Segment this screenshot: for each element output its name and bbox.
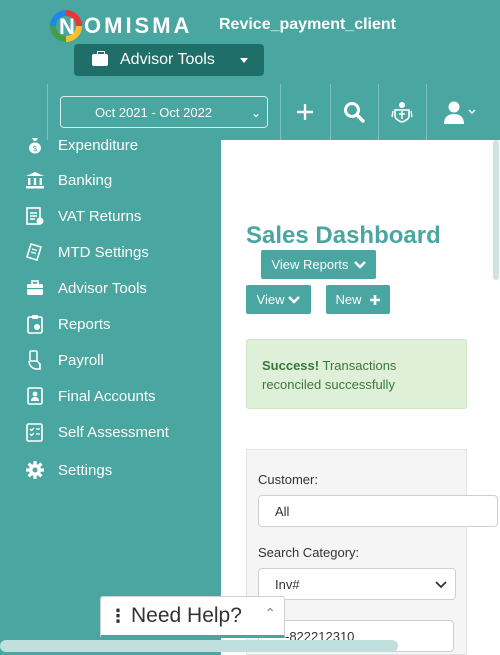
- toolbar-divider: [47, 84, 48, 140]
- sidebar-item-label: Settings: [58, 461, 113, 479]
- sidebar-item-vat-returns[interactable]: VAT Returns: [24, 204, 141, 228]
- plus-icon[interactable]: [285, 94, 325, 130]
- receipt-icon: [24, 242, 46, 262]
- alert-strong: Success!: [262, 358, 320, 373]
- logo-ring-icon: [50, 10, 82, 42]
- sidebar-item-label: VAT Returns: [58, 207, 142, 225]
- bank-icon: [24, 170, 46, 190]
- nomisma-logo[interactable]: N OMISMA: [50, 10, 192, 42]
- clipboard-icon: [24, 314, 46, 334]
- customer-value: All: [275, 503, 290, 519]
- advisor-tools-button[interactable]: Advisor Tools: [74, 44, 264, 76]
- logo-text: OMISMA: [84, 13, 193, 38]
- vertical-scrollbar[interactable]: [493, 140, 499, 280]
- chevron-up-icon[interactable]: ⌃: [264, 605, 276, 621]
- chevron-down-icon: ⌄: [250, 106, 261, 120]
- customer-select[interactable]: All: [258, 495, 498, 527]
- search-category-value: Inv#: [275, 576, 300, 592]
- view-reports-label: View Reports: [271, 257, 349, 272]
- hand-money-icon: [24, 350, 46, 370]
- user-menu-button[interactable]: [435, 94, 483, 130]
- plus-icon: [369, 294, 380, 305]
- sidebar-item-label: Banking: [58, 171, 113, 189]
- view-reports-button[interactable]: View Reports: [261, 250, 376, 279]
- date-range-value: Oct 2021 - Oct 2022: [95, 104, 213, 120]
- checklist-icon: [24, 422, 46, 442]
- money-bag-icon: $: [24, 135, 46, 155]
- view-button[interactable]: View: [246, 285, 311, 314]
- sidebar-item-label: Expenditure: [58, 136, 139, 154]
- page-title: Sales Dashboard: [246, 222, 441, 249]
- view-label: View: [256, 292, 285, 307]
- chevron-down-icon: [435, 581, 447, 589]
- customer-label: Customer:: [258, 472, 318, 487]
- horizontal-scrollbar[interactable]: [0, 640, 398, 652]
- gear-icon: [24, 460, 46, 480]
- sidebar-item-mtd-settings[interactable]: MTD Settings: [24, 240, 149, 264]
- search-category-select[interactable]: Inv#: [258, 568, 456, 600]
- sidebar-item-label: MTD Settings: [58, 243, 149, 261]
- sidebar: $ Expenditure Banking VAT Returns MTD Se…: [0, 137, 221, 655]
- new-label: New: [335, 292, 362, 307]
- briefcase-icon: [24, 278, 46, 298]
- search-icon[interactable]: [334, 94, 374, 130]
- caret-down-icon: [240, 58, 248, 63]
- toolbar-divider: [378, 84, 379, 140]
- sidebar-item-settings[interactable]: Settings: [24, 458, 112, 482]
- sidebar-item-label: Final Accounts: [58, 387, 156, 405]
- briefcase-icon: [92, 51, 108, 66]
- date-range-select[interactable]: Oct 2021 - Oct 2022 ⌄: [60, 96, 268, 128]
- chevron-down-icon: [353, 260, 366, 269]
- drag-handle-icon[interactable]: ⋮: [109, 605, 127, 626]
- crest-icon[interactable]: [382, 94, 422, 130]
- main-content: Sales Dashboard View Reports View New Su…: [221, 140, 500, 655]
- sidebar-item-reports[interactable]: Reports: [24, 312, 111, 336]
- logo-letter: N: [59, 14, 75, 39]
- toolbar-divider: [280, 84, 281, 140]
- advisor-tools-label: Advisor Tools: [120, 51, 215, 68]
- account-book-icon: [24, 386, 46, 406]
- success-alert: Success! Transactions reconciled success…: [246, 339, 467, 409]
- alert-text: Transactions reconciled successfully: [262, 358, 397, 392]
- client-name: Revice_payment_client: [219, 16, 396, 33]
- toolbar-divider: [330, 84, 331, 140]
- sidebar-item-expenditure[interactable]: $ Expenditure: [24, 133, 138, 157]
- search-value: -822212310: [285, 628, 355, 644]
- sidebar-item-advisor-tools[interactable]: Advisor Tools: [24, 276, 147, 300]
- sidebar-item-label: Advisor Tools: [58, 279, 147, 297]
- vat-icon: [24, 206, 46, 226]
- svg-text:$: $: [32, 144, 37, 153]
- chevron-down-icon: [288, 295, 301, 304]
- sidebar-item-label: Self Assessment: [58, 423, 169, 441]
- header-bar: N OMISMA Revice_payment_client Advisor T…: [0, 0, 500, 140]
- sidebar-item-label: Payroll: [58, 351, 104, 369]
- need-help-label: Need Help?: [131, 604, 242, 627]
- sidebar-item-banking[interactable]: Banking: [24, 168, 112, 192]
- user-icon: [444, 101, 476, 124]
- sidebar-item-label: Reports: [58, 315, 111, 333]
- toolbar-divider: [426, 84, 427, 140]
- need-help-widget[interactable]: ⋮ Need Help? ⌃: [100, 596, 285, 638]
- sidebar-item-self-assessment[interactable]: Self Assessment: [24, 420, 169, 444]
- search-category-label: Search Category:: [258, 545, 360, 560]
- sidebar-item-final-accounts[interactable]: Final Accounts: [24, 384, 156, 408]
- sidebar-item-payroll[interactable]: Payroll: [24, 348, 104, 372]
- new-button[interactable]: New: [326, 285, 390, 314]
